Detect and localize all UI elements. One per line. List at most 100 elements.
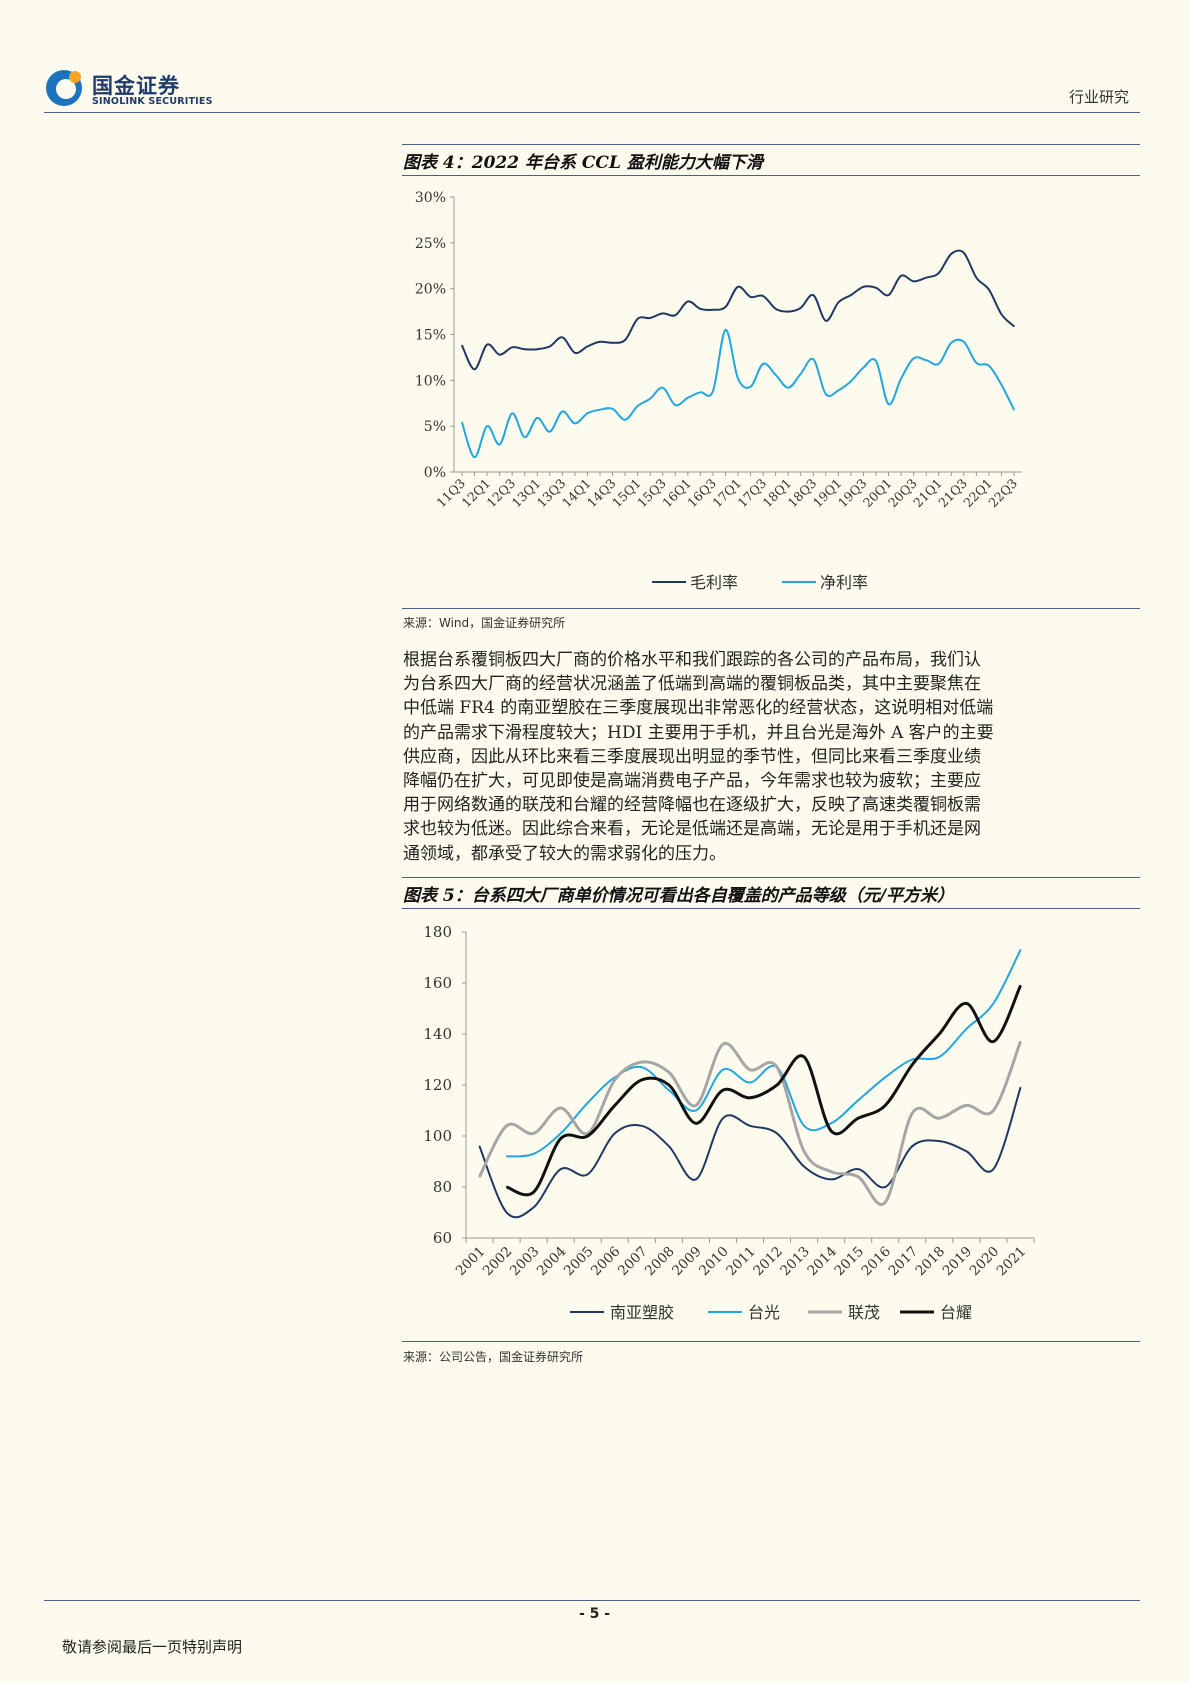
data-point xyxy=(586,1102,589,1104)
data-point xyxy=(695,1109,697,1112)
figure5-title-rule xyxy=(402,908,1140,909)
x-tick-label: 2017 xyxy=(886,1244,922,1280)
figure5-title: 图表 5：台系四大厂商单价情况可看出各自覆盖的产品等级（元/平方米） xyxy=(403,886,954,906)
data-point xyxy=(925,359,927,361)
figure4-bottom-rule xyxy=(402,608,1140,609)
data-point xyxy=(963,252,965,254)
data-point xyxy=(737,377,739,380)
data-point xyxy=(803,1056,805,1058)
data-point xyxy=(536,348,539,350)
data-point xyxy=(661,386,664,389)
figure5-top-rule xyxy=(402,877,1140,878)
y-tick-label: 60 xyxy=(433,1229,452,1247)
data-point xyxy=(486,343,488,346)
data-point xyxy=(505,1186,508,1188)
data-point xyxy=(559,1107,562,1109)
data-point xyxy=(911,1063,914,1066)
disclaimer-note: 敬请参阅最后一页特别声明 xyxy=(62,1638,243,1656)
data-point xyxy=(586,1135,589,1137)
data-point xyxy=(586,1173,589,1176)
data-point xyxy=(599,408,601,411)
data-point xyxy=(1019,949,1022,951)
data-point xyxy=(975,276,978,279)
y-tick-label: 30% xyxy=(415,190,446,206)
data-point xyxy=(561,336,564,339)
data-point xyxy=(674,404,677,406)
data-point xyxy=(511,346,513,349)
data-point xyxy=(722,1117,724,1119)
figure5-chart: 6080100120140160180200120022003200420052… xyxy=(423,923,1035,1322)
data-point xyxy=(478,1176,481,1178)
data-point xyxy=(875,360,877,362)
data-point xyxy=(549,345,551,348)
data-point xyxy=(1000,313,1003,316)
data-point xyxy=(641,1061,643,1063)
data-point xyxy=(1000,384,1003,386)
data-point xyxy=(559,1137,562,1140)
page-number: - 5 - xyxy=(578,1606,611,1622)
data-point xyxy=(776,1066,778,1068)
data-point xyxy=(674,314,677,317)
data-point xyxy=(850,380,852,383)
y-tick-label: 25% xyxy=(415,236,446,252)
data-point xyxy=(473,368,476,371)
data-point xyxy=(613,1132,616,1135)
data-point xyxy=(549,430,551,433)
y-tick-label: 0% xyxy=(424,465,446,481)
data-point xyxy=(857,1176,859,1178)
data-point xyxy=(624,418,626,421)
x-tick-label: 2004 xyxy=(534,1244,570,1280)
data-point xyxy=(825,319,827,322)
data-point xyxy=(803,1150,805,1153)
data-point xyxy=(965,1150,968,1153)
data-point xyxy=(912,357,915,360)
figure4-top-rule xyxy=(402,144,1140,145)
data-point xyxy=(498,353,501,356)
data-point xyxy=(911,1058,914,1061)
data-point xyxy=(1019,1086,1022,1089)
data-point xyxy=(884,1104,887,1107)
data-point xyxy=(498,443,501,446)
data-point xyxy=(586,1132,589,1135)
data-point xyxy=(613,1104,616,1107)
data-point xyxy=(812,294,815,296)
data-point xyxy=(774,308,777,310)
x-tick-label: 2009 xyxy=(669,1244,705,1280)
data-point xyxy=(532,1191,535,1193)
data-point xyxy=(749,1081,751,1084)
data-point xyxy=(712,308,714,311)
logo-mark-icon xyxy=(46,70,82,106)
figure4-source: 来源：Wind，国金证券研究所 xyxy=(403,616,566,630)
y-tick-label: 140 xyxy=(423,1025,452,1043)
header-rule xyxy=(44,112,1140,113)
x-tick-label: 2008 xyxy=(642,1244,678,1280)
data-point xyxy=(722,1068,724,1071)
data-point xyxy=(661,312,664,315)
body-line: 的产品需求下滑程度较大；HDI 主要用于手机，并且台光是海外 A 客户的主要 xyxy=(403,722,994,743)
data-point xyxy=(624,339,626,341)
x-tick-label: 2021 xyxy=(994,1244,1030,1280)
data-point xyxy=(641,1125,643,1127)
data-point xyxy=(505,1125,508,1127)
data-point xyxy=(803,1165,805,1168)
data-point xyxy=(523,436,526,438)
y-tick-label: 5% xyxy=(424,419,446,435)
data-point xyxy=(511,412,513,415)
data-point xyxy=(1019,1040,1022,1043)
x-tick-label: 2006 xyxy=(588,1244,624,1280)
data-point xyxy=(938,1140,941,1142)
data-point xyxy=(636,318,639,320)
data-point xyxy=(532,1132,535,1135)
legend-label: 净利率 xyxy=(820,573,868,592)
body-line: 根据台系覆铜板四大厂商的价格水平和我们跟踪的各公司的产品布局，我们认 xyxy=(403,650,981,670)
data-point xyxy=(599,341,601,343)
data-point xyxy=(724,306,727,308)
y-tick-label: 10% xyxy=(415,373,446,389)
series-line-itequ xyxy=(478,1041,1022,1206)
data-point xyxy=(830,1130,832,1132)
data-point xyxy=(992,1168,995,1170)
x-tick-label: 2007 xyxy=(615,1244,651,1280)
data-point xyxy=(749,1125,751,1127)
x-tick-label: 2011 xyxy=(723,1244,759,1280)
figure4-title: 图表 4：2022 年台系 CCL 盈利能力大幅下滑 xyxy=(403,153,763,173)
